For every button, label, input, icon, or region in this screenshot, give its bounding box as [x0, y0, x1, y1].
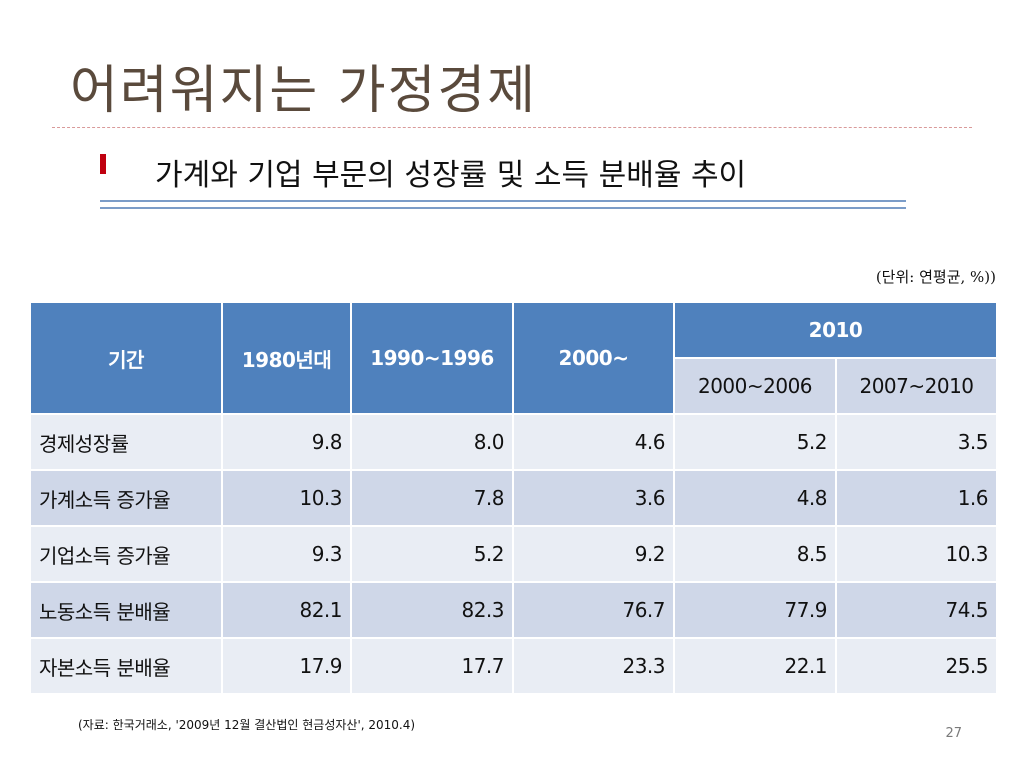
table-row: 가계소득 증가율 10.3 7.8 3.6 4.8 1.6: [29, 469, 999, 527]
table-cell: 17.9: [221, 637, 352, 695]
table-cell: 22.1: [673, 637, 837, 695]
table-cell: 17.7: [350, 637, 514, 695]
table-cell: 25.5: [834, 637, 999, 695]
bullet-marker: [100, 154, 106, 174]
header-2010: 2010: [672, 301, 999, 359]
table-cell: 7.8: [350, 469, 514, 527]
table-cell: 4.6: [512, 413, 675, 471]
title-divider: [52, 127, 972, 128]
table-cell: 8.5: [673, 525, 837, 583]
table-cell: 9.3: [221, 525, 352, 583]
table-cell: 5.2: [350, 525, 514, 583]
header-1990-1996: 1990~1996: [350, 301, 514, 415]
subheader-2007-2010: 2007~2010: [834, 357, 999, 415]
table-row: 경제성장률 9.8 8.0 4.6 5.2 3.5: [29, 413, 999, 471]
source-note: (자료: 한국거래소, '2009년 12월 결산법인 현금성자산', 2010…: [78, 718, 416, 732]
table-cell: 8.0: [350, 413, 514, 471]
unit-note: (단위: 연평균, %)): [875, 268, 996, 286]
table-cell: 9.2: [512, 525, 675, 583]
row-label: 가계소득 증가율: [29, 469, 223, 527]
header-period: 기간: [29, 301, 223, 415]
table-cell: 76.7: [512, 581, 675, 639]
row-label: 노동소득 분배율: [29, 581, 223, 639]
table-cell: 5.2: [673, 413, 837, 471]
table-row: 기업소득 증가율 9.3 5.2 9.2 8.5 10.3: [29, 525, 999, 583]
table-row: 자본소득 분배율 17.9 17.7 23.3 22.1 25.5: [29, 637, 999, 695]
row-label: 자본소득 분배율: [29, 637, 223, 695]
table-cell: 3.6: [512, 469, 675, 527]
table-cell: 1.6: [834, 469, 999, 527]
table-cell: 82.3: [350, 581, 514, 639]
subtitle-underline: [100, 200, 906, 209]
header-1980s: 1980년대: [221, 301, 352, 415]
table-cell: 10.3: [834, 525, 999, 583]
table-cell: 82.1: [221, 581, 352, 639]
table-cell: 10.3: [221, 469, 352, 527]
slide-title: 어려워지는 가정경제: [70, 61, 538, 121]
row-label: 기업소득 증가율: [29, 525, 223, 583]
page-number: 27: [945, 726, 962, 741]
growth-distribution-table: 기간 1980년대 1990~1996 2000~ 2010 2000~2006…: [29, 301, 999, 695]
row-label: 경제성장률: [29, 413, 223, 471]
table-cell: 23.3: [512, 637, 675, 695]
table-cell: 9.8: [221, 413, 352, 471]
slide-subtitle: 가계와 기업 부문의 성장률 및 소득 분배율 추이: [155, 158, 747, 193]
table-cell: 74.5: [834, 581, 999, 639]
header-2000-on: 2000~: [512, 301, 675, 415]
table-cell: 4.8: [673, 469, 837, 527]
table-row: 노동소득 분배율 82.1 82.3 76.7 77.9 74.5: [29, 581, 999, 639]
table-cell: 3.5: [834, 413, 999, 471]
table-cell: 77.9: [673, 581, 837, 639]
subheader-2000-2006: 2000~2006: [673, 357, 837, 415]
